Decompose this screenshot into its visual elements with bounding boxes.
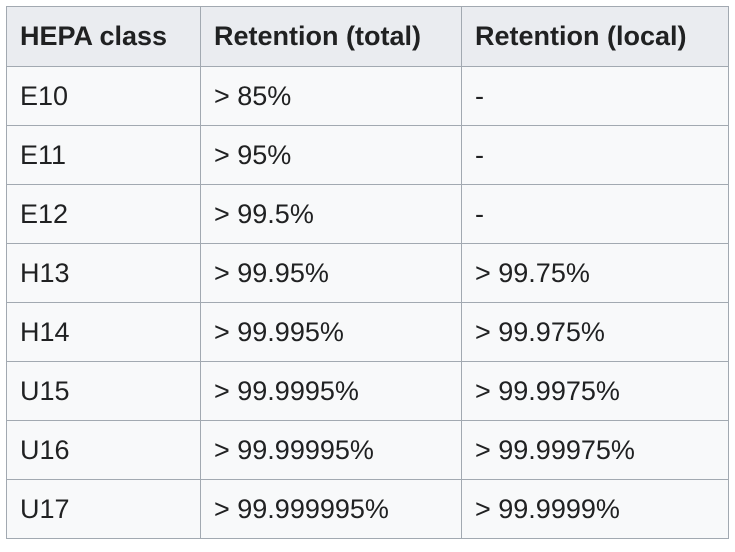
cell-hepa-class: U15 (6, 361, 201, 421)
table-row: E10 > 85% - (6, 66, 729, 126)
table-row: U17 > 99.999995% > 99.9999% (6, 479, 729, 539)
table-row: H13 > 99.95% > 99.75% (6, 243, 729, 303)
cell-hepa-class: E10 (6, 66, 201, 126)
cell-retention-total: > 99.95% (200, 243, 462, 303)
cell-hepa-class: U16 (6, 420, 201, 480)
header-retention-total: Retention (total) (200, 6, 462, 67)
hepa-class-table: HEPA class Retention (total) Retention (… (6, 6, 729, 539)
cell-retention-local: - (461, 66, 729, 126)
table-row: H14 > 99.995% > 99.975% (6, 302, 729, 362)
cell-retention-local: > 99.9999% (461, 479, 729, 539)
header-retention-local: Retention (local) (461, 6, 729, 67)
cell-hepa-class: E11 (6, 125, 201, 185)
header-hepa-class: HEPA class (6, 6, 201, 67)
cell-retention-total: > 99.995% (200, 302, 462, 362)
cell-hepa-class: H14 (6, 302, 201, 362)
cell-hepa-class: H13 (6, 243, 201, 303)
cell-retention-local: > 99.99975% (461, 420, 729, 480)
cell-retention-total: > 95% (200, 125, 462, 185)
cell-retention-total: > 85% (200, 66, 462, 126)
cell-retention-local: - (461, 125, 729, 185)
cell-retention-local: > 99.9975% (461, 361, 729, 421)
table-row: E11 > 95% - (6, 125, 729, 185)
cell-retention-local: > 99.75% (461, 243, 729, 303)
cell-retention-total: > 99.5% (200, 184, 462, 244)
cell-retention-local: - (461, 184, 729, 244)
table-row: U15 > 99.9995% > 99.9975% (6, 361, 729, 421)
cell-retention-total: > 99.999995% (200, 479, 462, 539)
cell-retention-total: > 99.99995% (200, 420, 462, 480)
table-row: U16 > 99.99995% > 99.99975% (6, 420, 729, 480)
table-row: E12 > 99.5% - (6, 184, 729, 244)
cell-hepa-class: U17 (6, 479, 201, 539)
table-header-row: HEPA class Retention (total) Retention (… (6, 6, 729, 67)
cell-retention-local: > 99.975% (461, 302, 729, 362)
cell-retention-total: > 99.9995% (200, 361, 462, 421)
cell-hepa-class: E12 (6, 184, 201, 244)
